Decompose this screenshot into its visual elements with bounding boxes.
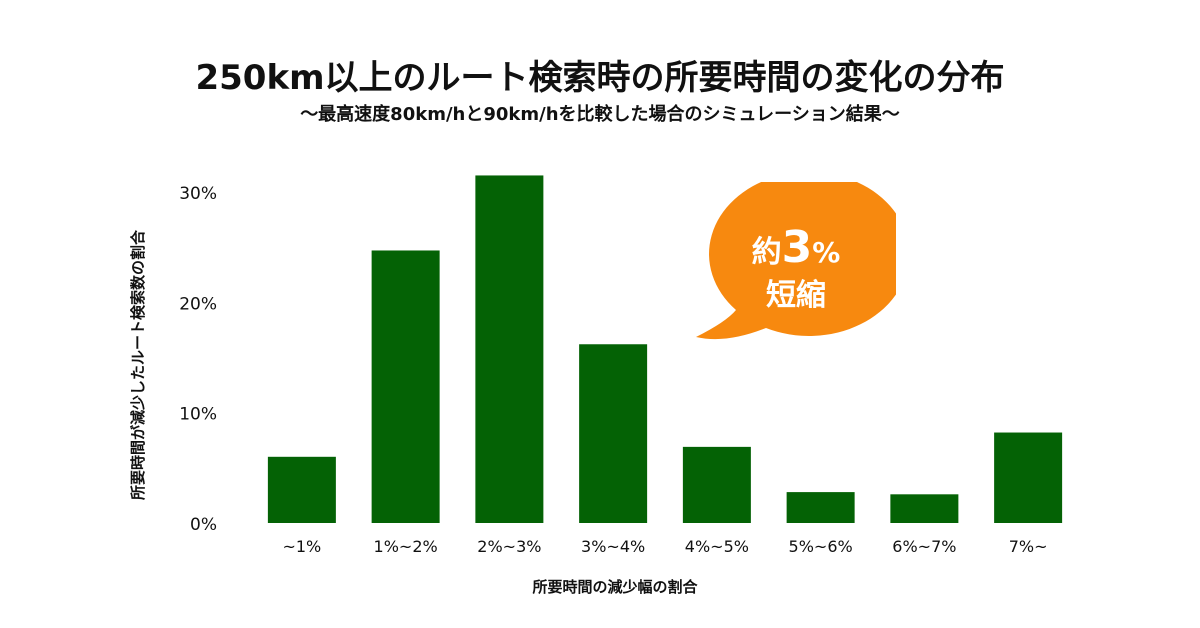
bar bbox=[682, 446, 751, 523]
callout-unit: % bbox=[812, 236, 841, 269]
callout-label: 短縮 bbox=[766, 278, 826, 313]
y-tick-label: 10% bbox=[179, 405, 217, 425]
x-tick-label: 1%~2% bbox=[374, 537, 438, 556]
x-tick-label: 4%~5% bbox=[685, 537, 749, 556]
x-tick-label: 5%~6% bbox=[789, 537, 853, 556]
bar bbox=[579, 344, 648, 523]
y-tick-label: 20% bbox=[179, 294, 217, 314]
speech-bubble-shape bbox=[696, 182, 896, 340]
reduction-callout: 約3% 短縮 bbox=[696, 182, 896, 352]
callout-text: 約3% 短縮 bbox=[716, 220, 876, 315]
bar bbox=[786, 492, 855, 523]
y-tick-label: 0% bbox=[190, 515, 217, 535]
bar bbox=[890, 494, 959, 523]
chart-title: 250km以上のルート検索時の所要時間の変化の分布 bbox=[195, 58, 1005, 98]
bar bbox=[267, 456, 336, 523]
x-tick-label: 2%~3% bbox=[477, 537, 541, 556]
x-axis-label: 所要時間の減少幅の割合 bbox=[532, 578, 698, 596]
x-tick-label: 6%~7% bbox=[892, 537, 956, 556]
x-tick-label: 7%~ bbox=[1009, 537, 1048, 556]
bar bbox=[475, 175, 544, 523]
y-tick-label: 30% bbox=[179, 184, 217, 204]
x-tick-label: ~1% bbox=[282, 537, 321, 556]
callout-value: 約3% bbox=[716, 220, 876, 275]
callout-number: 3 bbox=[781, 222, 813, 273]
callout-prefix: 約 bbox=[751, 235, 782, 270]
chart-subtitle: 〜最高速度80km/hと90km/hを比較した場合のシミュレーション結果〜 bbox=[300, 104, 900, 125]
bar bbox=[994, 432, 1063, 523]
x-tick-label: 3%~4% bbox=[581, 537, 645, 556]
bar bbox=[371, 250, 440, 523]
